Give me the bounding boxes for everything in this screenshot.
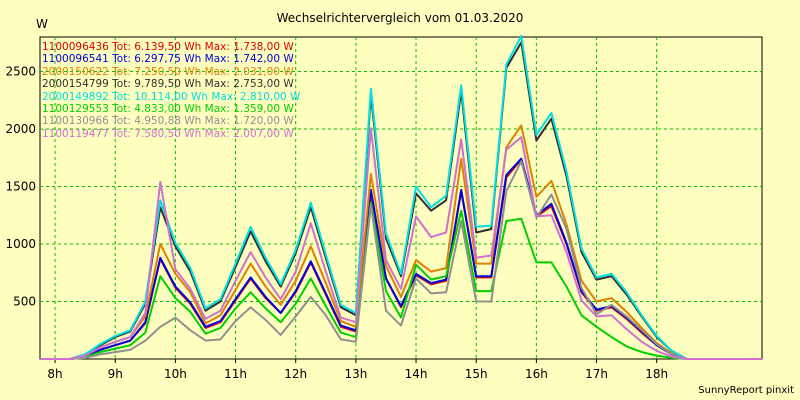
legend: 1100096436 Tot: 6.139,50 Wh Max: 1.738,0… (42, 41, 300, 140)
plot-frame (39, 36, 763, 360)
x-tick-label: 18h (645, 367, 668, 381)
series-line-8 (40, 127, 762, 360)
x-tick-label: 11h (224, 367, 247, 381)
x-tick-label: 17h (585, 367, 608, 381)
y-tick-label: 2000 (5, 122, 36, 136)
y-tick-label: 1000 (5, 237, 36, 251)
x-tick-label: 10h (164, 367, 187, 381)
legend-entry-7: 1100130966 Tot: 4.950,88 Wh Max: 1.720,0… (42, 115, 294, 128)
chart-title: Wechselrichtervergleich vom 01.03.2020 (276, 11, 524, 25)
y-tick-label: 1500 (5, 180, 36, 194)
y-tick-label: 2500 (5, 65, 36, 79)
x-tick-label: 14h (405, 367, 428, 381)
legend-entry-6: 1100129553 Tot: 4.833,00 Wh Max: 1.359,0… (42, 103, 294, 116)
legend-entry-4: 2000154799 Tot: 9.789,50 Wh Max: 2.753,0… (42, 78, 294, 91)
legend-entry-2: 1100096541 Tot: 6.297,75 Wh Max: 1.742,0… (42, 53, 294, 66)
x-tick-label: 12h (284, 367, 307, 381)
credit-label: SunnyReport pinxit (698, 385, 794, 396)
legend-entry-1: 1100096436 Tot: 6.139,50 Wh Max: 1.738,0… (42, 41, 294, 53)
series-line-5 (40, 34, 762, 360)
x-tick-label: 9h (108, 367, 123, 381)
series-line-2 (40, 157, 762, 360)
y-tick-label: 500 (13, 295, 36, 309)
series-line-7 (40, 160, 762, 360)
x-tick-label: 13h (344, 367, 367, 381)
series-line-1 (40, 158, 762, 360)
x-tick-label: 15h (465, 367, 488, 381)
series-line-6 (40, 201, 762, 360)
legend-entry-8: 1100119477 Tot: 7.580,50 Wh Max: 2.007,0… (42, 127, 294, 140)
legend-entry-3: 2000150622 Tot: 7.250,50 Wh Max: 2.031,0… (42, 65, 294, 78)
x-tick-label: 8h (47, 367, 62, 381)
series-line-3 (40, 124, 762, 360)
y-axis-unit-label: W (36, 17, 48, 31)
legend-entry-5: 2000149892 Tot: 10.114,00 Wh Max: 2.810,… (42, 90, 301, 103)
x-tick-label: 16h (525, 367, 548, 381)
